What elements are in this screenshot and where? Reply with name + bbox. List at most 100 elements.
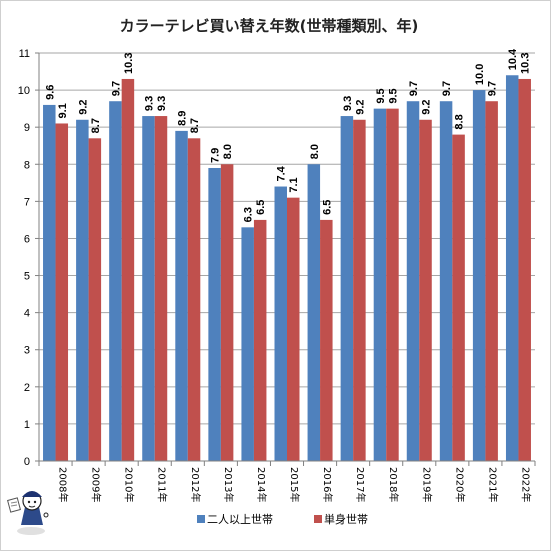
data-label: 6.5 (321, 200, 333, 215)
bar-series-2 (386, 108, 399, 462)
bar-series-1 (340, 116, 354, 462)
data-label: 9.2 (77, 99, 89, 114)
bar-series-2 (452, 134, 465, 461)
bar-series-1 (274, 186, 287, 461)
x-tick-label: 2022年 (519, 467, 532, 502)
y-tick-label: 3 (24, 345, 30, 357)
x-tick-label: 2008年 (57, 467, 70, 502)
data-label: 10.3 (123, 53, 135, 74)
bar-series-1 (373, 108, 387, 462)
data-labels: 9.69.29.79.38.97.96.37.48.09.3 9.5 9.7 9.71… (44, 48, 531, 222)
data-label: 10.0 (474, 64, 486, 85)
x-tick-label: 2013年 (222, 467, 235, 502)
legend-swatch (197, 515, 205, 523)
bar-series-2 (154, 116, 168, 462)
data-label: 6.5 (255, 200, 267, 215)
legend-label: 二人以上世帯 (207, 513, 273, 526)
data-label: 9.7 (487, 81, 499, 96)
bar-series-1 (505, 75, 519, 461)
y-tick-label: 9 (24, 122, 30, 134)
data-label: 8.7 (189, 118, 201, 133)
y-tick-label: 1 (24, 419, 30, 431)
data-label: 9.7 (441, 81, 453, 96)
y-tick-label: 7 (24, 196, 30, 208)
bar-series-1 (76, 119, 89, 461)
data-label: 9.5 (375, 88, 387, 103)
bar-series-1 (406, 101, 420, 461)
data-label: 9.6 (44, 85, 56, 100)
data-label: 9.3 (143, 96, 155, 111)
data-label: 8.9 (177, 111, 189, 126)
data-label: 8.0 (222, 144, 234, 159)
data-label: 9.5 (387, 88, 399, 103)
bar-series-1 (241, 227, 254, 461)
bar-series-2 (320, 219, 333, 461)
bar-series-2 (220, 164, 234, 462)
x-tick-label: 2017年 (354, 467, 367, 502)
bar-series-2 (55, 123, 69, 462)
bar-series-2 (485, 101, 498, 461)
bar-series-1 (208, 167, 221, 461)
data-label: 9.7 (408, 81, 420, 96)
bars (43, 75, 531, 462)
x-tick-label: 2011年 (156, 467, 169, 502)
x-tick-label: 2015年 (288, 467, 301, 502)
data-label: 6.3 (243, 207, 255, 222)
x-tick-label: 2020年 (453, 467, 466, 502)
data-label: 9.1 (57, 103, 69, 118)
data-label: 10.3 (520, 53, 532, 74)
data-label: 8.0 (309, 144, 321, 159)
bar-series-2 (121, 78, 135, 462)
y-tick-label: 4 (24, 308, 30, 320)
data-label: 10.4 (507, 48, 519, 70)
bar-series-1 (472, 90, 486, 461)
x-axis-ticks: 2008年 2009年 2010年 2011年 2012年 2013年 2014年 2015年… (57, 467, 533, 502)
legend-swatch (314, 515, 322, 523)
data-label: 9.3 (156, 96, 168, 111)
x-tick-label: 2021年 (486, 467, 499, 502)
x-tick-label: 2009年 (90, 467, 103, 502)
bar-series-1 (175, 130, 188, 461)
x-tick-label: 2018年 (387, 467, 400, 502)
bar-series-1 (43, 104, 56, 461)
chart-title: カラーテレビ買い替え年数(世帯種類別、年) (120, 17, 419, 35)
bar-series-2 (287, 197, 300, 461)
bar-series-1 (307, 164, 321, 462)
data-label: 9.2 (354, 99, 366, 114)
x-tick-label: 2014年 (255, 467, 268, 502)
bar-series-2 (419, 119, 432, 461)
data-label: 8.7 (90, 118, 102, 133)
bar-series-1 (142, 116, 155, 462)
legend-label: 単身世帯 (324, 512, 368, 526)
bar-series-2 (187, 138, 201, 462)
y-tick-label: 5 (24, 271, 30, 283)
y-tick-label: 10 (18, 85, 30, 97)
y-tick-label: 8 (24, 159, 30, 171)
bar-series-2 (518, 78, 531, 462)
bar-series-2 (88, 138, 102, 462)
y-tick-label: 2 (24, 382, 30, 394)
mascot-logo (7, 491, 49, 535)
y-tick-label: 0 (24, 456, 30, 468)
bar-series-1 (439, 101, 453, 461)
axes (35, 52, 536, 466)
x-tick-label: 2010年 (123, 467, 136, 502)
data-label: 9.7 (110, 81, 122, 96)
y-tick-label: 6 (24, 233, 30, 245)
data-label: 8.8 (454, 114, 466, 129)
x-tick-label: 2012年 (189, 467, 202, 502)
bar-series-2 (253, 219, 267, 461)
data-label: 7.4 (276, 165, 288, 181)
legend: 二人以上世帯 単身世帯 (197, 512, 368, 526)
y-tick-label: 11 (19, 48, 30, 60)
data-label: 7.9 (210, 148, 222, 163)
x-tick-label: 2019年 (420, 467, 433, 502)
data-label: 9.2 (421, 99, 433, 114)
y-axis-ticks: 0 1 2 3 4 5 6 7 8 9 10 11 (18, 48, 30, 468)
data-label: 9.3 (342, 96, 354, 111)
x-tick-label: 2016年 (321, 467, 334, 502)
bar-series-2 (353, 119, 366, 461)
data-label: 7.1 (288, 177, 300, 192)
